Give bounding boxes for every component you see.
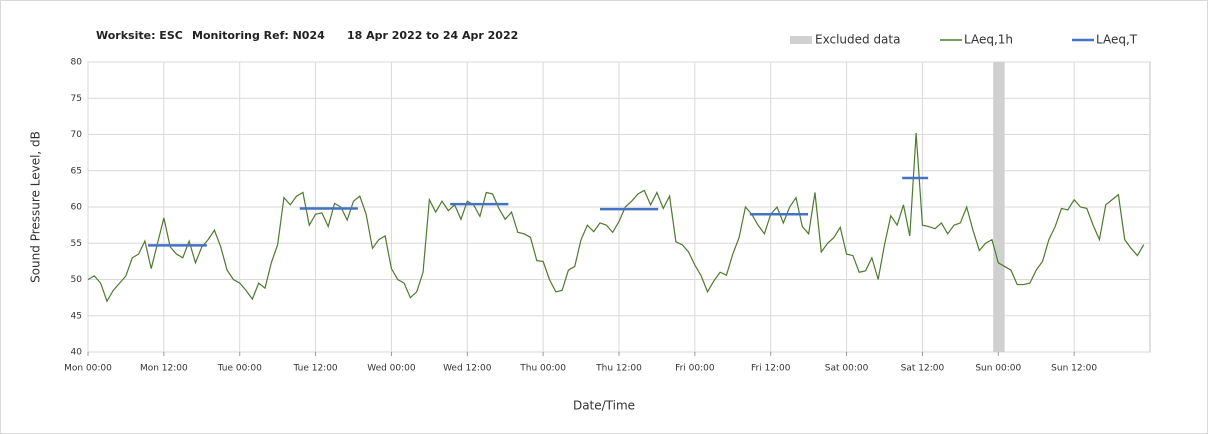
y-tick-label: 80 [71,58,83,68]
title-dates: 18 Apr 2022 to 24 Apr 2022 [347,29,518,42]
x-tick-label: Thu 00:00 [519,364,566,374]
y-tick-label: 50 [71,275,83,285]
y-tick-label: 40 [71,348,83,358]
x-tick-label: Tue 00:00 [217,364,262,374]
title-worksite: Worksite: ESC [96,29,183,42]
x-tick-label: Wed 12:00 [443,364,492,374]
x-tick-label: Fri 12:00 [751,364,791,374]
excluded-band [993,62,1005,352]
x-tick-label: Wed 00:00 [367,364,416,374]
x-tick-label: Tue 12:00 [292,364,337,374]
x-tick-label: Sun 12:00 [1051,364,1097,374]
x-tick-label: Mon 12:00 [140,364,188,374]
x-tick-label: Mon 00:00 [64,364,112,374]
x-tick-label: Sat 12:00 [901,364,945,374]
legend-label: Excluded data [815,33,900,47]
y-axis-label: Sound Pressure Level, dB [29,131,43,283]
y-tick-label: 55 [71,239,82,249]
x-axis-label: Date/Time [573,399,635,413]
x-tick-label: Fri 00:00 [675,364,715,374]
legend-swatch [790,36,812,44]
y-tick-label: 45 [71,311,82,321]
x-tick-label: Sat 00:00 [825,364,869,374]
y-tick-label: 75 [71,94,82,104]
legend-label: LAeq,1h [964,33,1013,47]
y-tick-label: 70 [71,130,83,140]
x-tick-label: Sun 00:00 [975,364,1021,374]
y-tick-label: 65 [71,166,82,176]
x-tick-label: Thu 12:00 [595,364,642,374]
series-line [87,133,1145,303]
legend-label: LAeq,T [1096,33,1138,47]
y-tick-label: 60 [71,203,83,213]
title-ref: Monitoring Ref: N024 [192,29,325,42]
